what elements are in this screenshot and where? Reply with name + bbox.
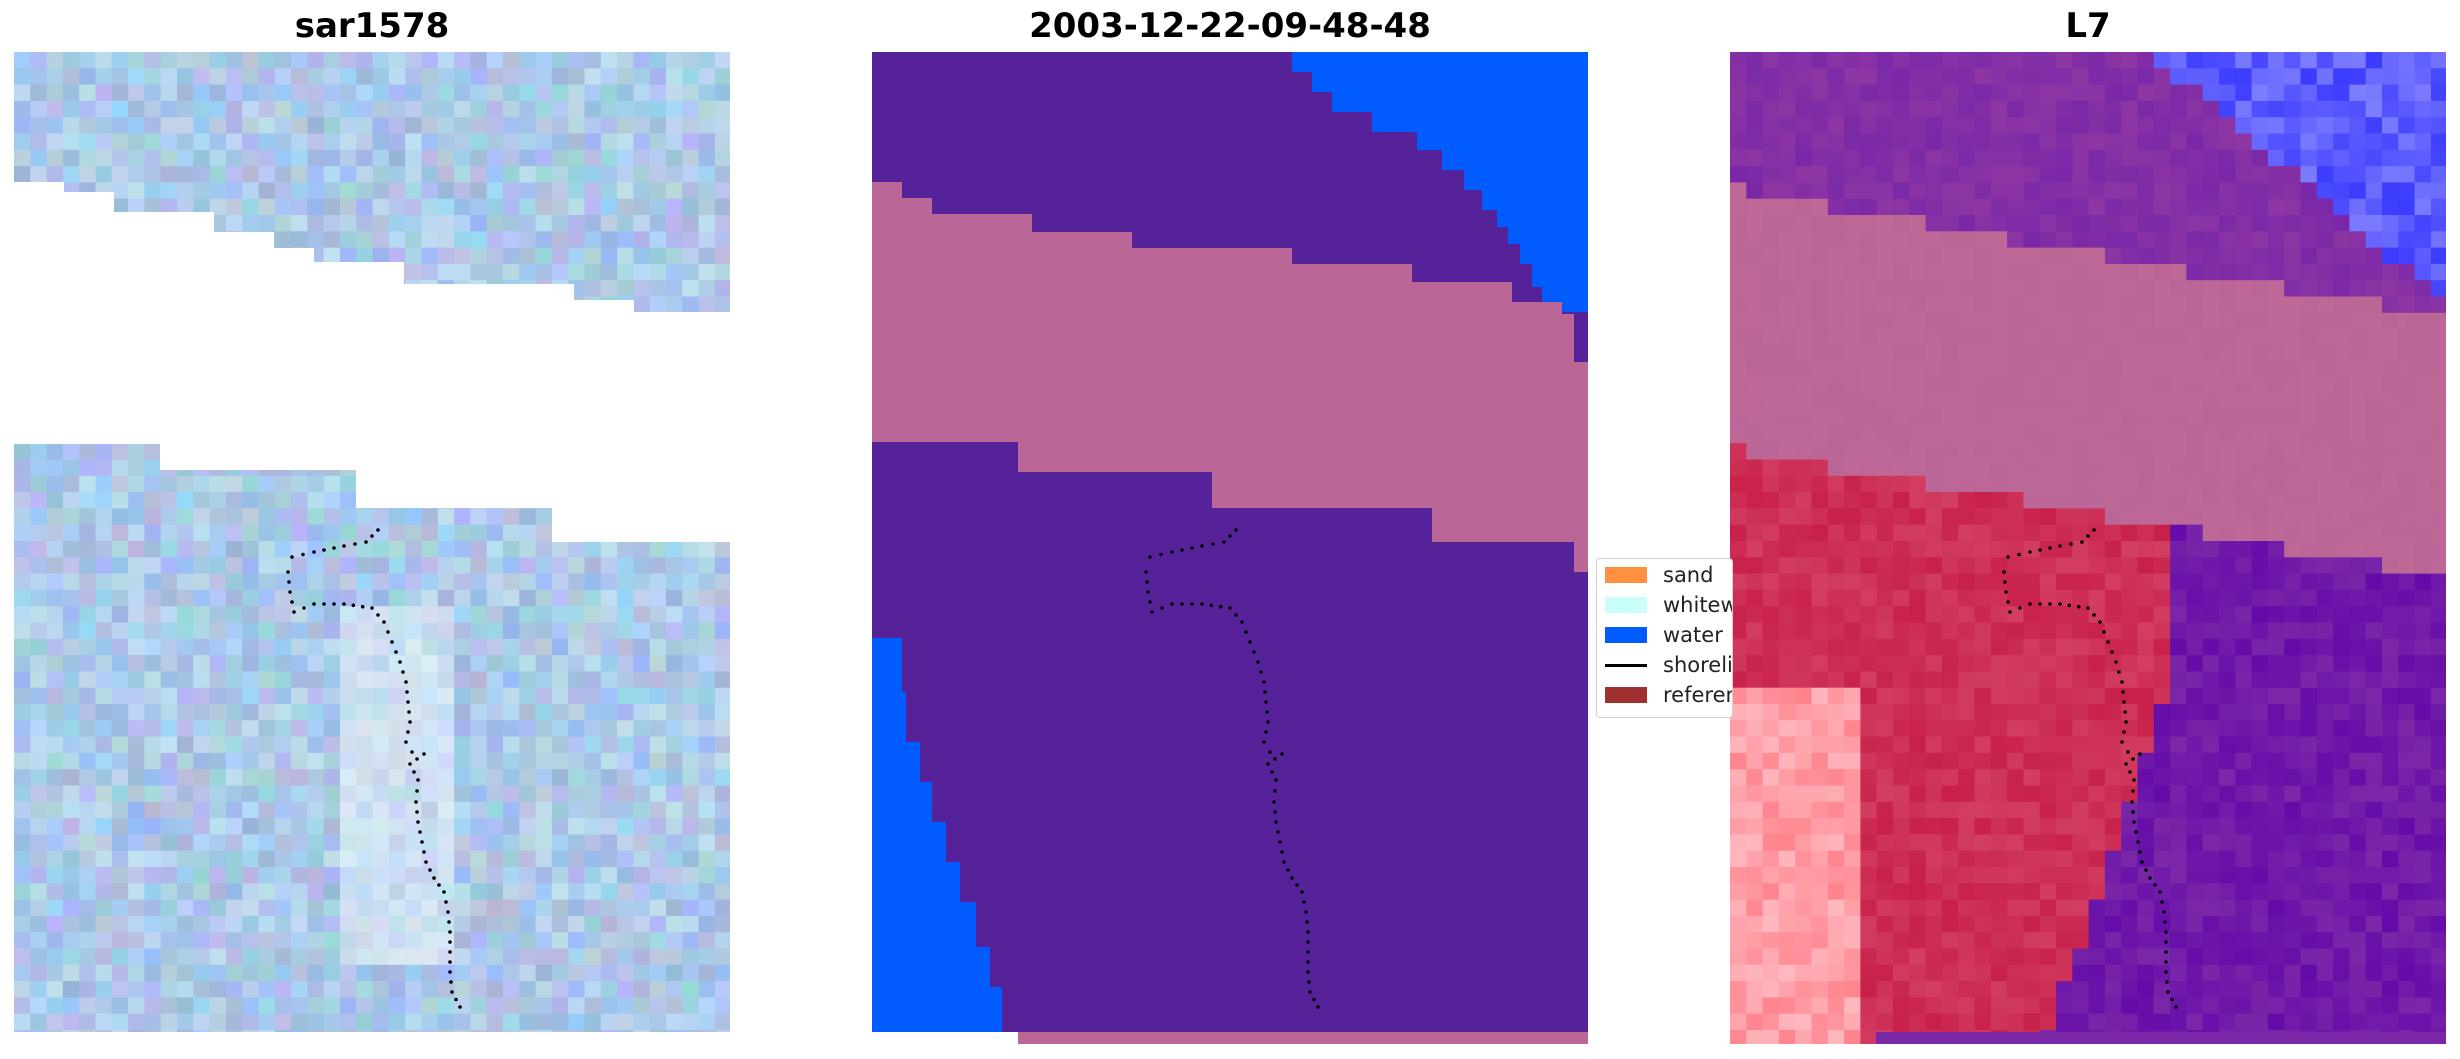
legend-label-shoreline: shoreline xyxy=(1663,653,1733,677)
shoreline-dots-l7 xyxy=(2002,528,2178,1009)
classification-image xyxy=(872,52,1588,1044)
panel-title-classification: 2003-12-22-09-48-48 xyxy=(1029,6,1431,46)
panel-title-sar: sar1578 xyxy=(294,6,450,46)
shoreline-dots-sar xyxy=(286,528,462,1009)
legend-swatch-sand xyxy=(1605,567,1647,583)
sar-image-panel xyxy=(14,52,730,1044)
legend-swatch-reference-shoreline xyxy=(1605,687,1647,703)
legend-label-sand: sand xyxy=(1663,563,1714,587)
legend-swatch-whitewater xyxy=(1605,597,1647,613)
class-water-region-left xyxy=(872,638,1002,1032)
sar-image xyxy=(14,52,730,1032)
legend-label-reference-shoreline: reference shoreline xyxy=(1663,683,1732,707)
legend-swatch-water xyxy=(1605,627,1647,643)
l7-image-panel xyxy=(1730,52,2446,1044)
legend-label-water: water xyxy=(1663,623,1723,647)
legend-item-water: water xyxy=(1605,623,1723,647)
legend-item-reference-shoreline: reference shoreline xyxy=(1605,683,1732,707)
l7-image xyxy=(1730,52,2446,1044)
class-pink-region xyxy=(872,182,1588,572)
legend-item-sand: sand xyxy=(1605,563,1713,587)
legend-swatch-shoreline xyxy=(1605,663,1647,667)
shoreline-dots-classification xyxy=(1144,528,1320,1009)
classification-panel xyxy=(872,52,1588,1044)
class-pink-bottom-strip xyxy=(1018,1032,1588,1044)
panel-title-l7: L7 xyxy=(2065,6,2111,46)
legend-item-shoreline: shoreline xyxy=(1605,653,1733,677)
class-water-region-top xyxy=(1292,52,1588,312)
